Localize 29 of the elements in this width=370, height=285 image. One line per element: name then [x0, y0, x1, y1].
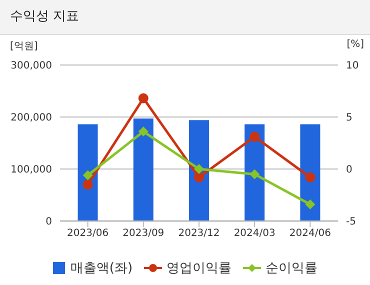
- x-tick-label: 2024/06: [289, 228, 331, 240]
- legend-label: 매출액(좌): [70, 260, 133, 277]
- x-tick-label: 2024/03: [234, 228, 276, 240]
- point: [250, 132, 260, 142]
- chart-title: 수익성 지표: [0, 0, 370, 35]
- y-tick-label: 0: [46, 216, 52, 228]
- point: [138, 126, 148, 137]
- x-tick-label: 2023/12: [178, 228, 220, 240]
- y-axis-title: [억원]: [10, 40, 38, 53]
- point: [194, 172, 204, 182]
- y-tick-label: 300,000: [10, 60, 52, 72]
- point: [305, 172, 316, 182]
- legend-label: 순이익률: [266, 260, 318, 277]
- legend-label: 영업이익률: [166, 260, 232, 277]
- y-tick-label: 200,000: [10, 112, 52, 124]
- point: [82, 180, 93, 190]
- point: [305, 199, 316, 210]
- y2-tick-label: 0: [346, 164, 352, 176]
- point: [250, 169, 260, 180]
- y2-tick-label: 10: [346, 60, 359, 72]
- point: [82, 170, 93, 180]
- x-tick-label: 2023/06: [67, 228, 109, 240]
- point: [138, 93, 148, 104]
- point: [194, 164, 204, 174]
- y2-tick-label: -5: [346, 216, 356, 228]
- x-tick-label: 2023/09: [122, 228, 164, 240]
- y2-tick-label: 5: [346, 112, 352, 124]
- y-tick-label: 100,000: [10, 164, 52, 176]
- y2-axis-title: [%]: [346, 39, 364, 50]
